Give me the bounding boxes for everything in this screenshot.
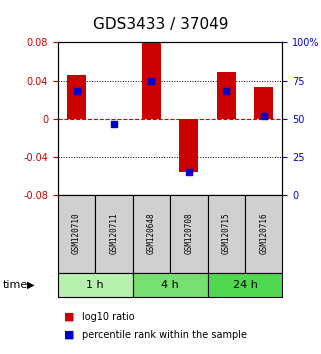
Point: [74, 88, 79, 94]
Text: GDS3433 / 37049: GDS3433 / 37049: [93, 17, 228, 32]
Text: GSM120715: GSM120715: [222, 213, 231, 255]
Text: GSM120710: GSM120710: [72, 213, 81, 255]
Text: percentile rank within the sample: percentile rank within the sample: [82, 330, 247, 339]
Text: GSM120708: GSM120708: [184, 213, 193, 255]
Text: GSM120716: GSM120716: [259, 213, 268, 255]
Bar: [67, 75, 86, 119]
Text: ▶: ▶: [27, 280, 34, 290]
Text: GSM120648: GSM120648: [147, 213, 156, 255]
Text: ■: ■: [64, 330, 75, 339]
Point: [224, 88, 229, 94]
Point: [149, 78, 154, 84]
Point: [261, 113, 266, 118]
Text: 24 h: 24 h: [233, 280, 257, 290]
Text: 4 h: 4 h: [161, 280, 179, 290]
Bar: [254, 87, 273, 119]
Text: time: time: [3, 280, 29, 290]
Text: 1 h: 1 h: [86, 280, 104, 290]
Bar: [142, 44, 161, 119]
Bar: [217, 72, 236, 119]
Text: ■: ■: [64, 312, 75, 322]
Point: [186, 169, 191, 175]
Point: [111, 121, 117, 127]
Bar: [179, 119, 198, 172]
Text: log10 ratio: log10 ratio: [82, 312, 134, 322]
Text: GSM120711: GSM120711: [109, 213, 118, 255]
